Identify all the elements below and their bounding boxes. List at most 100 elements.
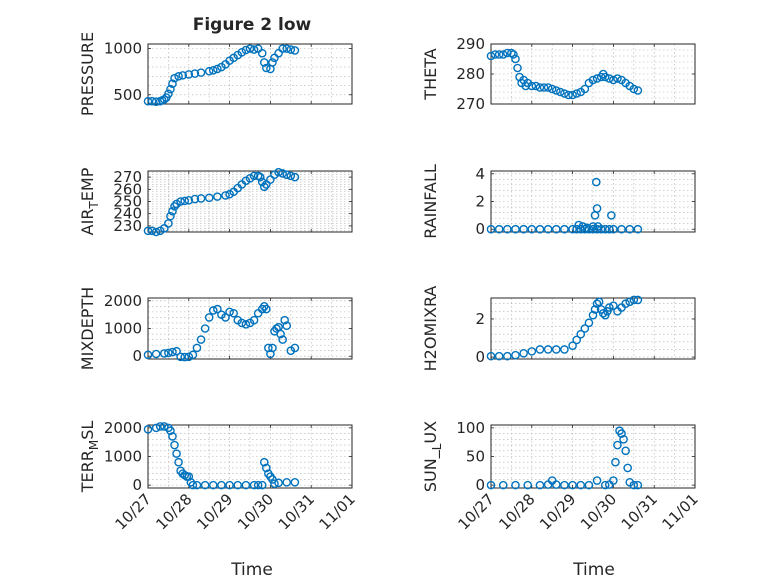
data-point <box>543 345 553 354</box>
data-point <box>568 90 577 100</box>
data-point <box>208 306 218 315</box>
y-axis-label: SUN_LUX <box>421 421 444 492</box>
x-axis-label-right: Time <box>572 560 615 580</box>
data-point <box>568 224 577 234</box>
data-point <box>282 170 292 179</box>
axes-frame <box>147 43 353 105</box>
data-point <box>184 472 194 481</box>
data-point <box>172 449 181 458</box>
data-point <box>531 81 541 91</box>
data-point <box>617 429 626 438</box>
data-point <box>241 480 251 490</box>
data-point <box>155 422 165 431</box>
data-point <box>605 224 614 234</box>
data-point <box>551 86 561 95</box>
y-tick-label: 270 <box>456 95 485 113</box>
data-point <box>249 480 259 490</box>
data-point <box>511 224 520 234</box>
data-point <box>196 68 206 77</box>
data-point <box>245 44 255 53</box>
data-point <box>593 222 603 231</box>
data-point <box>241 320 251 329</box>
data-point <box>539 83 549 92</box>
data-point <box>259 182 269 192</box>
data-point <box>221 191 230 200</box>
x-tick-label: 10/30 <box>577 490 620 533</box>
data-point <box>503 224 512 234</box>
data-point <box>160 349 169 358</box>
data-point <box>633 86 643 95</box>
data-point <box>278 169 287 178</box>
data-point <box>225 307 234 317</box>
data-point <box>192 480 202 490</box>
data-point <box>170 73 179 83</box>
y-tick-label: 2 <box>475 193 485 211</box>
data-point <box>486 351 496 361</box>
data-point <box>190 69 200 78</box>
data-point <box>268 58 277 67</box>
data-point <box>143 350 153 360</box>
data-point <box>613 74 622 83</box>
y-tick-label: 4 <box>475 165 485 183</box>
data-point <box>523 480 533 490</box>
data-point <box>147 96 157 106</box>
data-point <box>609 476 618 485</box>
data-point <box>143 96 153 106</box>
data-point <box>605 74 614 83</box>
data-point <box>551 480 561 489</box>
data-point <box>629 84 639 94</box>
data-point <box>584 318 594 328</box>
data-point <box>190 194 200 204</box>
data-point <box>494 224 504 234</box>
data-point <box>609 301 618 310</box>
data-point <box>572 335 581 345</box>
data-point <box>486 480 496 490</box>
data-point <box>564 90 573 100</box>
data-point <box>164 89 173 99</box>
data-point <box>257 480 267 490</box>
data-point <box>143 226 153 236</box>
y-tick-label: 0 <box>475 348 485 366</box>
data-point <box>151 423 161 433</box>
data-point <box>262 304 271 314</box>
data-point <box>580 324 590 333</box>
data-point <box>170 202 179 211</box>
data-point <box>241 45 251 55</box>
data-point <box>176 197 185 206</box>
data-point <box>503 351 512 361</box>
data-point <box>208 66 218 75</box>
data-point <box>168 79 177 88</box>
y-tick-label: 0 <box>475 220 485 238</box>
data-point <box>257 48 267 58</box>
data-point <box>200 324 210 333</box>
data-point <box>217 480 226 490</box>
data-point <box>180 352 190 362</box>
data-point <box>204 313 214 322</box>
data-point <box>511 480 520 490</box>
data-point <box>576 329 586 339</box>
subplot-h2omixra: 0 2 H2OMIXRA <box>421 286 696 371</box>
data-point <box>229 308 238 318</box>
data-point <box>204 66 214 76</box>
data-point <box>600 480 610 490</box>
data-point <box>519 348 528 358</box>
data-point <box>151 349 161 359</box>
data-point <box>255 172 265 182</box>
data-point <box>619 435 628 444</box>
data-point <box>613 440 622 450</box>
data-point <box>598 308 608 318</box>
y-tick-label: 500 <box>113 86 142 104</box>
data-point <box>249 171 259 181</box>
data-point <box>560 480 569 490</box>
x-tick-label: 10/28 <box>495 490 538 533</box>
y-tick-label: 290 <box>456 35 485 53</box>
data-point <box>278 44 287 53</box>
data-point <box>270 479 279 489</box>
data-point <box>611 457 620 467</box>
x-tick-label: 10/29 <box>193 490 236 533</box>
data-point <box>560 224 569 234</box>
data-point <box>511 54 520 64</box>
data-point <box>262 463 271 473</box>
y-tick-label: 0 <box>132 347 142 365</box>
